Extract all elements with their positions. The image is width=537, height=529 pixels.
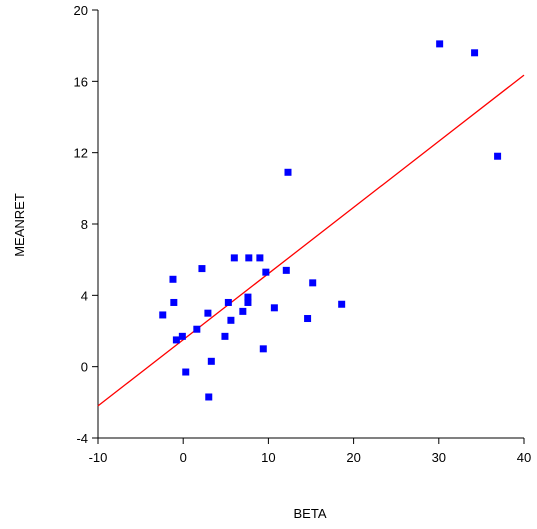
point (170, 298, 178, 306)
point (204, 309, 212, 317)
y-tick-label: 20 (74, 3, 88, 18)
x-tick-label: 40 (517, 450, 531, 465)
point (221, 332, 229, 340)
point (304, 315, 312, 323)
y-tick-label: 8 (81, 217, 88, 232)
point (230, 254, 238, 262)
point (309, 279, 317, 287)
point (198, 265, 206, 273)
point (224, 298, 232, 306)
point (244, 298, 252, 306)
y-tick-label: 16 (74, 74, 88, 89)
point (471, 49, 479, 57)
x-tick-label: 0 (180, 450, 187, 465)
point (205, 393, 213, 401)
point (494, 152, 502, 160)
point (178, 332, 186, 340)
point (338, 300, 346, 308)
x-axis-label: BETA (294, 506, 327, 521)
point (172, 336, 180, 344)
x-tick-label: 30 (432, 450, 446, 465)
point (256, 254, 264, 262)
point (182, 368, 190, 376)
point (244, 293, 252, 301)
point (159, 311, 167, 319)
y-tick-label: 4 (81, 288, 88, 303)
point (227, 316, 235, 324)
y-tick-label: -4 (76, 431, 88, 446)
point (207, 357, 215, 365)
point (239, 307, 247, 315)
x-tick-label: 10 (261, 450, 275, 465)
y-axis-label: MEANRET (12, 193, 27, 257)
point (284, 168, 292, 176)
y-tick-label: 12 (74, 146, 88, 161)
point (169, 275, 177, 283)
point (245, 254, 253, 262)
point (259, 345, 267, 353)
point (262, 268, 270, 276)
x-tick-label: 20 (346, 450, 360, 465)
point (282, 266, 290, 274)
point (193, 325, 201, 333)
y-tick-label: 0 (81, 360, 88, 375)
point (436, 40, 444, 48)
regression-line (97, 74, 525, 407)
point (270, 304, 278, 312)
x-tick-label: -10 (89, 450, 108, 465)
